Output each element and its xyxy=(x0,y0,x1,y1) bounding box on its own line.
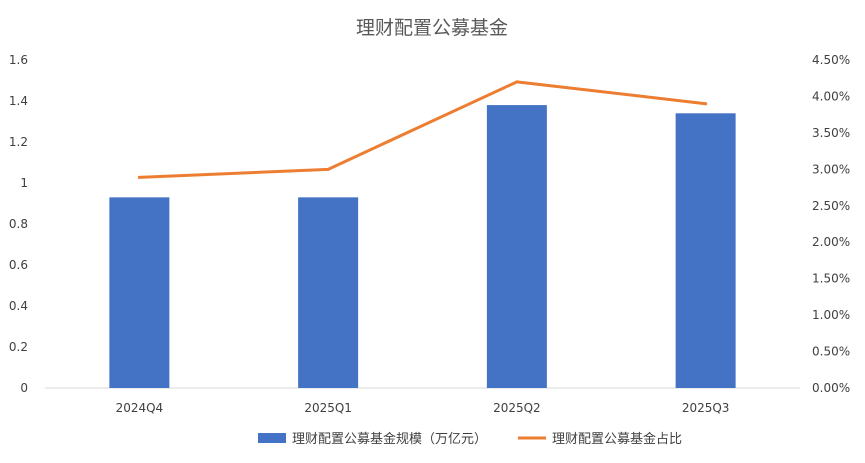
x-tick-label: 2025Q2 xyxy=(493,401,541,415)
left-tick-label: 1.2 xyxy=(9,135,28,149)
bar-series xyxy=(109,105,736,389)
line-path xyxy=(137,80,708,179)
left-tick-label: 1.4 xyxy=(9,94,28,108)
bar xyxy=(486,105,547,388)
right-tick-label: 1.00% xyxy=(812,308,850,322)
left-y-axis: 0 0.2 0.4 0.6 0.8 1 1.2 1.4 1.6 xyxy=(9,53,28,395)
bar xyxy=(109,197,170,388)
right-tick-label: 4.50% xyxy=(812,53,850,67)
right-tick-label: 2.50% xyxy=(812,199,850,213)
right-tick-label: 3.00% xyxy=(812,162,850,176)
right-tick-label: 1.50% xyxy=(812,272,850,286)
left-tick-label: 0.2 xyxy=(9,340,28,354)
legend: 理财配置公募基金规模（万亿元） 理财配置公募基金占比 xyxy=(258,431,682,447)
right-tick-label: 0.50% xyxy=(812,345,850,359)
left-tick-label: 0.6 xyxy=(9,258,28,272)
line-point xyxy=(704,102,708,106)
x-tick-label: 2025Q3 xyxy=(682,401,730,415)
chart-title: 理财配置公募基金 xyxy=(356,17,508,39)
left-tick-label: 0.8 xyxy=(9,217,28,231)
right-tick-label: 3.50% xyxy=(812,126,850,140)
line-point xyxy=(326,167,330,171)
left-tick-label: 0 xyxy=(20,381,28,395)
right-tick-label: 4.00% xyxy=(812,89,850,103)
x-tick-label: 2024Q4 xyxy=(116,401,164,415)
right-tick-label: 0.00% xyxy=(812,381,850,395)
line-point xyxy=(137,175,141,179)
legend-line-label: 理财配置公募基金占比 xyxy=(552,431,682,447)
left-tick-label: 1.6 xyxy=(9,53,28,67)
line-series xyxy=(137,80,708,179)
bar xyxy=(298,197,359,388)
x-axis: 2024Q4 2025Q1 2025Q2 2025Q3 xyxy=(45,387,800,415)
bar xyxy=(675,113,736,389)
line-point xyxy=(515,80,519,84)
left-tick-label: 0.4 xyxy=(9,299,28,313)
x-tick-label: 2025Q1 xyxy=(304,401,352,415)
legend-bar-label: 理财配置公募基金规模（万亿元） xyxy=(292,431,487,447)
right-tick-label: 2.00% xyxy=(812,235,850,249)
left-tick-label: 1 xyxy=(20,176,28,190)
right-y-axis: 0.00% 0.50% 1.00% 1.50% 2.00% 2.50% 3.00% 3.50%… xyxy=(812,53,850,395)
legend-bar-swatch xyxy=(258,433,286,443)
